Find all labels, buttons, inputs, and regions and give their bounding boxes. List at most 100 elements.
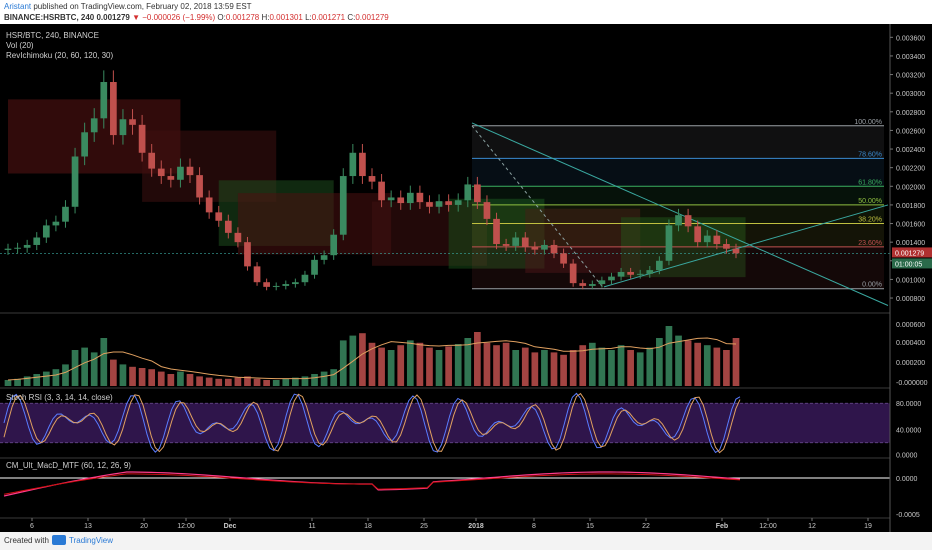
volume-bar — [474, 332, 481, 386]
volume-bar — [330, 369, 338, 386]
volume-bar — [81, 347, 88, 386]
candles — [4, 70, 740, 291]
chart-area[interactable]: 100.00% 78.60% 61.80% 50.00% 38.20% 23.60% 0.0… — [0, 24, 932, 532]
current-price-badge — [892, 247, 932, 258]
candle-body — [196, 175, 203, 198]
volume-bar — [627, 350, 634, 386]
price-tick-label: 0.003200 — [896, 73, 925, 80]
candle-body — [665, 225, 673, 261]
stoch-legend: Stoch RSI (3, 3, 14, 14, close) — [6, 393, 113, 402]
volume-bar — [684, 340, 692, 386]
candle-body — [397, 197, 405, 204]
candle-body — [52, 221, 60, 226]
candle-body — [512, 237, 520, 246]
time-tick-label: 18 — [364, 523, 372, 530]
volume-bar — [224, 378, 232, 386]
candle-body — [656, 260, 663, 271]
time-tick-label: Feb — [716, 523, 728, 530]
price-axis[interactable]: 0.003600 0.003400 0.003200 0.003000 0.002800… — [0, 24, 932, 532]
candle-body — [387, 197, 395, 201]
candle-body — [234, 232, 242, 243]
volume-bar — [483, 342, 491, 386]
stoch-band — [0, 403, 890, 443]
time-tick-label: Dec — [224, 523, 237, 530]
candle-body — [253, 266, 261, 283]
volume-bar — [148, 369, 156, 386]
volume-bar — [454, 344, 462, 386]
candle-body — [157, 168, 165, 177]
candle-body — [598, 280, 606, 285]
candle-body — [483, 202, 491, 219]
candle-body — [110, 82, 117, 136]
volume-bar — [282, 378, 290, 386]
macd-signal-line — [3, 473, 741, 495]
candle-body — [167, 176, 175, 180]
low-label: L: — [305, 13, 312, 22]
high-label: H: — [261, 13, 270, 22]
volume-bar — [301, 376, 309, 386]
volume-bar — [129, 366, 136, 386]
symbol-label: BINANCE:HSRBTC, 240 — [4, 13, 95, 22]
candle-body — [502, 244, 510, 246]
volume-bar — [14, 378, 21, 386]
volume-bar — [177, 371, 184, 386]
volume-legend: Vol (20) — [6, 41, 34, 50]
last-price: 0.001279 — [96, 13, 130, 22]
volume-tick-label: 0.000400 — [896, 340, 925, 347]
candle-body — [205, 197, 213, 213]
candle-body — [282, 284, 290, 286]
volume-bar — [339, 340, 347, 386]
volume-tick-label: -0.000000 — [896, 380, 928, 387]
candle-body — [579, 283, 587, 286]
publish-line: Aristant published on TradingView.com, F… — [4, 1, 252, 12]
price-tick-label: 0.003600 — [896, 35, 925, 42]
countdown-badge — [892, 258, 932, 269]
candle-body — [454, 200, 462, 205]
volume-bar — [445, 346, 452, 386]
volume-bar — [646, 347, 654, 386]
ichimoku-legend: RevIchimoku (20, 60, 120, 30) — [6, 51, 114, 60]
chart-svg[interactable]: 100.00%78.60%61.80%50.00%38.20%23.60%0.0… — [0, 24, 932, 532]
volume-bar — [694, 342, 702, 386]
price-tick-label: 0.002000 — [896, 184, 925, 191]
time-tick-label: 11 — [308, 523, 315, 530]
stoch-tick-label: 80.0000 — [896, 401, 921, 408]
candle-body — [703, 235, 711, 243]
volume-pane — [4, 326, 740, 386]
fibonacci-retracement[interactable]: 100.00% 78.60% 61.80% 50.00% 38.20% 23.60% 0.0… — [471, 119, 884, 290]
candle-body — [646, 270, 654, 274]
volume-bar — [52, 369, 60, 386]
tradingview-logo-icon[interactable] — [52, 535, 66, 545]
chart-header: Aristant published on TradingView.com, F… — [0, 0, 932, 24]
author-link[interactable]: Aristant — [4, 2, 32, 11]
price-tick-label: 0.001000 — [896, 277, 925, 284]
price-tick-label: 0.001600 — [896, 222, 925, 229]
time-axis[interactable]: 6 13 20 12:00 Dec 11 18 25 2018 8 15 22 Feb 12:00 12 19 — [30, 518, 872, 530]
price-tick-label: 0.003400 — [896, 54, 925, 61]
volume-bar — [119, 364, 127, 386]
price-tick-label: 0.000800 — [896, 296, 925, 303]
price-tick-label: 0.002800 — [896, 110, 925, 117]
volume-bar — [713, 347, 721, 386]
open-label: O: — [217, 13, 226, 22]
volume-bar — [608, 350, 615, 386]
ichimoku-cloud-segment — [237, 193, 392, 255]
volume-bar — [512, 350, 520, 386]
price-tick-label: 0.002600 — [896, 128, 925, 135]
macd-legend: CM_Ult_MacD_MTF (60, 12, 26, 9) — [6, 461, 131, 470]
fib-zone — [472, 186, 884, 205]
current-price-label: 0.001279 — [895, 250, 924, 257]
time-tick-label: 12 — [808, 523, 816, 530]
volume-bar — [723, 350, 730, 386]
fib-zone — [472, 246, 884, 289]
volume-bar — [311, 374, 318, 386]
time-tick-label: 13 — [84, 523, 92, 530]
tradingview-brand[interactable]: TradingView — [69, 536, 114, 545]
macd-pane — [0, 471, 890, 497]
time-tick-label: 8 — [532, 523, 536, 530]
high-value: 0.001301 — [269, 13, 303, 22]
volume-bar — [598, 347, 606, 386]
candle-body — [713, 235, 721, 245]
volume-tick-label: 0.000600 — [896, 322, 925, 329]
volume-bar — [90, 352, 98, 386]
